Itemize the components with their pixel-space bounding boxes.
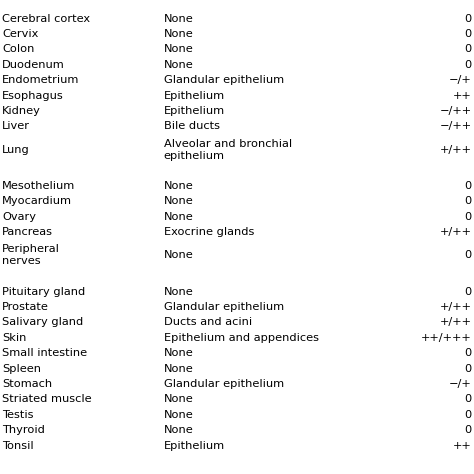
Text: Cervix: Cervix bbox=[2, 29, 39, 39]
Text: Tonsil: Tonsil bbox=[2, 441, 34, 451]
Text: Pancreas: Pancreas bbox=[2, 227, 54, 237]
Text: Glandular epithelium: Glandular epithelium bbox=[164, 302, 283, 312]
Text: None: None bbox=[164, 45, 193, 55]
Text: None: None bbox=[164, 60, 193, 70]
Text: Salivary gland: Salivary gland bbox=[2, 318, 83, 328]
Text: None: None bbox=[164, 287, 193, 297]
Text: None: None bbox=[164, 196, 193, 206]
Text: Peripheral
nerves: Peripheral nerves bbox=[2, 244, 60, 266]
Text: Testis: Testis bbox=[2, 410, 34, 420]
Text: None: None bbox=[164, 425, 193, 435]
Text: Skin: Skin bbox=[2, 333, 27, 343]
Text: None: None bbox=[164, 29, 193, 39]
Text: None: None bbox=[164, 181, 193, 191]
Text: Colon: Colon bbox=[2, 45, 35, 55]
Text: Mesothelium: Mesothelium bbox=[2, 181, 76, 191]
Text: None: None bbox=[164, 394, 193, 404]
Text: Alveolar and bronchial
epithelium: Alveolar and bronchial epithelium bbox=[164, 138, 292, 161]
Text: None: None bbox=[164, 250, 193, 260]
Text: Esophagus: Esophagus bbox=[2, 91, 64, 100]
Text: −/+: −/+ bbox=[449, 75, 472, 85]
Text: Duodenum: Duodenum bbox=[2, 60, 65, 70]
Text: Epithelium and appendices: Epithelium and appendices bbox=[164, 333, 319, 343]
Text: None: None bbox=[164, 212, 193, 222]
Text: 0: 0 bbox=[465, 45, 472, 55]
Text: Endometrium: Endometrium bbox=[2, 75, 80, 85]
Text: Liver: Liver bbox=[2, 121, 30, 131]
Text: ++: ++ bbox=[453, 91, 472, 100]
Text: +/++: +/++ bbox=[439, 227, 472, 237]
Text: ++: ++ bbox=[453, 441, 472, 451]
Text: Exocrine glands: Exocrine glands bbox=[164, 227, 254, 237]
Text: +/++: +/++ bbox=[439, 302, 472, 312]
Text: Glandular epithelium: Glandular epithelium bbox=[164, 75, 283, 85]
Text: 0: 0 bbox=[465, 212, 472, 222]
Text: Lung: Lung bbox=[2, 145, 30, 155]
Text: Ducts and acini: Ducts and acini bbox=[164, 318, 252, 328]
Text: Kidney: Kidney bbox=[2, 106, 41, 116]
Text: Stomach: Stomach bbox=[2, 379, 53, 389]
Text: Spleen: Spleen bbox=[2, 364, 41, 374]
Text: 0: 0 bbox=[465, 14, 472, 24]
Text: None: None bbox=[164, 364, 193, 374]
Text: 0: 0 bbox=[465, 425, 472, 435]
Text: Glandular epithelium: Glandular epithelium bbox=[164, 379, 283, 389]
Text: 0: 0 bbox=[465, 348, 472, 358]
Text: Epithelium: Epithelium bbox=[164, 106, 225, 116]
Text: None: None bbox=[164, 14, 193, 24]
Text: −/++: −/++ bbox=[439, 106, 472, 116]
Text: Prostate: Prostate bbox=[2, 302, 49, 312]
Text: −/++: −/++ bbox=[439, 121, 472, 131]
Text: Pituitary gland: Pituitary gland bbox=[2, 287, 86, 297]
Text: +/++: +/++ bbox=[439, 145, 472, 155]
Text: None: None bbox=[164, 410, 193, 420]
Text: 0: 0 bbox=[465, 60, 472, 70]
Text: Epithelium: Epithelium bbox=[164, 91, 225, 100]
Text: +/++: +/++ bbox=[439, 318, 472, 328]
Text: 0: 0 bbox=[465, 250, 472, 260]
Text: Epithelium: Epithelium bbox=[164, 441, 225, 451]
Text: 0: 0 bbox=[465, 287, 472, 297]
Text: None: None bbox=[164, 348, 193, 358]
Text: 0: 0 bbox=[465, 29, 472, 39]
Text: 0: 0 bbox=[465, 181, 472, 191]
Text: −/+: −/+ bbox=[449, 379, 472, 389]
Text: Striated muscle: Striated muscle bbox=[2, 394, 92, 404]
Text: Cerebral cortex: Cerebral cortex bbox=[2, 14, 91, 24]
Text: Bile ducts: Bile ducts bbox=[164, 121, 219, 131]
Text: Myocardium: Myocardium bbox=[2, 196, 73, 206]
Text: 0: 0 bbox=[465, 410, 472, 420]
Text: 0: 0 bbox=[465, 196, 472, 206]
Text: 0: 0 bbox=[465, 364, 472, 374]
Text: ++/+++: ++/+++ bbox=[421, 333, 472, 343]
Text: 0: 0 bbox=[465, 394, 472, 404]
Text: Ovary: Ovary bbox=[2, 212, 36, 222]
Text: Small intestine: Small intestine bbox=[2, 348, 88, 358]
Text: Thyroid: Thyroid bbox=[2, 425, 45, 435]
